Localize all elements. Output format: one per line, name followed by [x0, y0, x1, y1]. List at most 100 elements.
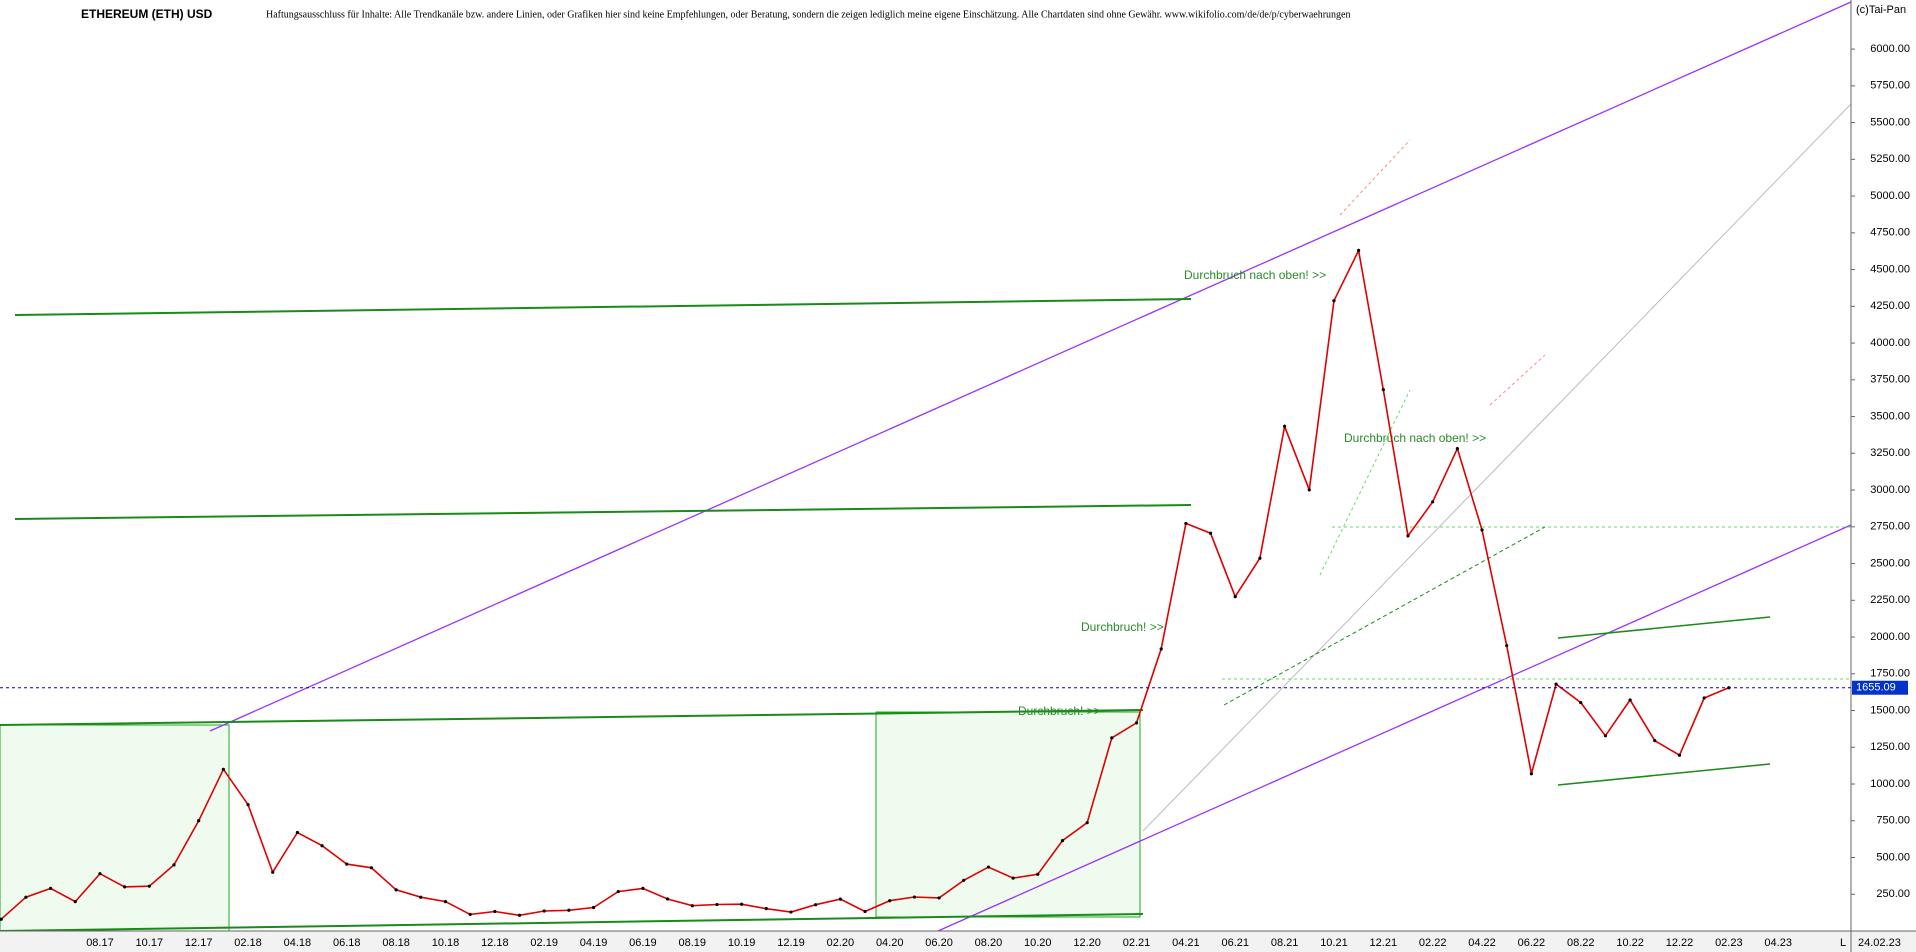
- last-price-label: 1655.09: [1856, 682, 1896, 694]
- x-tick-label: 08.17: [86, 937, 114, 949]
- price-point: [1579, 700, 1583, 705]
- price-point: [147, 884, 151, 888]
- y-tick-label: 4500.00: [1870, 263, 1910, 275]
- y-tick-label: 2250.00: [1870, 594, 1910, 606]
- level-line: [1319, 389, 1411, 576]
- range-box: [875, 711, 1141, 918]
- price-point: [986, 865, 991, 869]
- x-tick-label: 02.21: [1123, 937, 1151, 949]
- y-tick-label: 2000.00: [1870, 631, 1910, 643]
- price-point: [1307, 488, 1311, 492]
- price-point: [345, 862, 349, 866]
- x-tick-label: 12.21: [1370, 937, 1398, 949]
- x-tick-label: 08.20: [975, 937, 1003, 949]
- date-label: 24.02.23: [1858, 937, 1901, 949]
- y-tick-label: 750.00: [1876, 815, 1910, 827]
- price-point: [591, 905, 596, 910]
- price-point: [1505, 643, 1509, 648]
- price-point: [1159, 647, 1163, 651]
- price-point: [73, 900, 77, 904]
- price-point: [1677, 753, 1682, 757]
- price-point: [24, 895, 28, 899]
- x-tick-label: 06.21: [1221, 937, 1249, 949]
- price-point: [616, 890, 620, 894]
- x-tick-label: 08.18: [382, 937, 410, 949]
- price-point: [1431, 500, 1435, 504]
- price-point: [443, 900, 448, 904]
- level-line: [1339, 139, 1411, 216]
- support-line: [0, 709, 1144, 726]
- price-point: [419, 895, 423, 899]
- price-point: [888, 899, 892, 903]
- x-tick-label: 06.22: [1518, 937, 1546, 949]
- price-point: [1134, 721, 1139, 725]
- price-point: [1455, 446, 1459, 451]
- support-line: [14, 298, 1192, 316]
- x-tick-label: 10.21: [1320, 937, 1348, 949]
- y-tick-label: 1000.00: [1870, 778, 1910, 790]
- level-line: [1489, 354, 1546, 406]
- channel-line: [1557, 616, 1771, 639]
- y-tick-label: 3500.00: [1870, 410, 1910, 422]
- x-tick-label: 02.22: [1419, 937, 1447, 949]
- price-point: [715, 902, 719, 907]
- x-tick-label: 06.20: [925, 937, 953, 949]
- price-point: [1060, 839, 1065, 843]
- price-point: [912, 895, 916, 899]
- y-tick-label: 5250.00: [1870, 153, 1910, 165]
- price-point: [863, 909, 867, 914]
- y-tick-label: 3250.00: [1870, 447, 1910, 459]
- y-tick-label: 1750.00: [1870, 668, 1910, 680]
- price-point: [1184, 521, 1188, 526]
- y-tick-label: 4750.00: [1870, 227, 1910, 239]
- price-point: [369, 866, 374, 870]
- price-point: [1702, 696, 1706, 700]
- trend-line: [209, 1, 1852, 732]
- x-tick-label: 04.20: [876, 937, 904, 949]
- y-tick-label: 2750.00: [1870, 521, 1910, 533]
- channel-line: [1557, 763, 1771, 786]
- price-point: [1258, 556, 1262, 560]
- x-tick-label: 12.20: [1073, 937, 1101, 949]
- price-point: [567, 908, 571, 912]
- price-point: [197, 819, 201, 823]
- price-point: [1282, 424, 1287, 429]
- x-tick-label: 08.22: [1567, 937, 1595, 949]
- price-point: [542, 909, 546, 913]
- price-point: [0, 917, 3, 921]
- x-tick-label: 12.19: [777, 937, 805, 949]
- price-point: [320, 844, 324, 848]
- x-tick-label: 10.19: [728, 937, 756, 949]
- x-tick-label: 04.19: [580, 937, 608, 949]
- price-point: [98, 872, 102, 876]
- x-tick-label: 10.22: [1616, 937, 1644, 949]
- y-tick-label: 5500.00: [1870, 116, 1910, 128]
- price-point: [1653, 739, 1657, 743]
- x-tick-label: 12.22: [1666, 937, 1694, 949]
- y-tick-label: 3750.00: [1870, 374, 1910, 386]
- x-tick-label: 08.19: [679, 937, 707, 949]
- x-tick-label: 06.19: [629, 937, 657, 949]
- range-box: [0, 724, 230, 932]
- x-tick-label: 06.18: [333, 937, 361, 949]
- price-point: [1036, 872, 1040, 876]
- price-point: [1406, 534, 1410, 538]
- y-tick-label: 5750.00: [1870, 80, 1910, 92]
- price-point: [394, 888, 398, 892]
- price-point: [172, 863, 176, 867]
- price-line: [0, 247, 1730, 920]
- support-line: [0, 913, 1144, 932]
- price-point: [641, 886, 645, 890]
- price-point: [789, 910, 793, 914]
- x-tick-label: 02.20: [827, 937, 855, 949]
- price-point: [937, 896, 941, 900]
- price-point: [123, 885, 127, 889]
- price-point: [1011, 876, 1015, 880]
- x-tick-label: 04.18: [284, 937, 312, 949]
- price-point: [271, 870, 275, 874]
- y-tick-label: 500.00: [1876, 851, 1910, 863]
- price-point: [48, 886, 53, 890]
- level-line: [1223, 526, 1546, 706]
